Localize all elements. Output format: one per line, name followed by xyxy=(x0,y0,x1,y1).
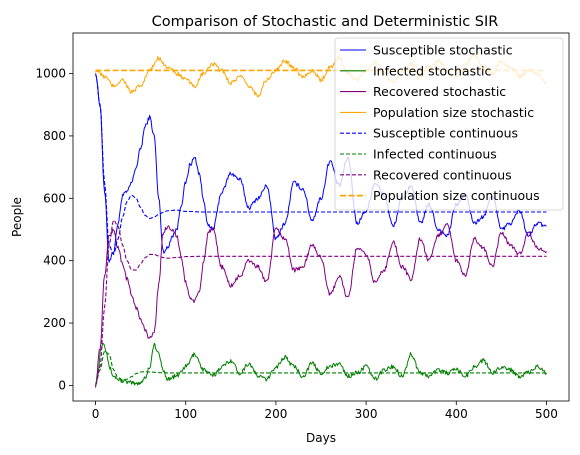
legend-label-infected-stochastic: Infected stochastic xyxy=(373,63,491,78)
x-axis: 0 100 200 300 400 500 xyxy=(92,401,558,421)
y-tick-label: 1000 xyxy=(35,67,66,81)
legend-box xyxy=(334,37,564,211)
x-axis-label: Days xyxy=(306,431,336,445)
series-line-susceptible-stochastic xyxy=(95,75,547,263)
y-tick-label: 800 xyxy=(43,129,66,143)
y-tick-label: 600 xyxy=(43,191,66,205)
legend-label-infected-continuous: Infected continuous xyxy=(373,147,497,162)
y-tick-label: 200 xyxy=(43,316,66,330)
series-line-infected-stochastic xyxy=(95,342,547,387)
legend: Susceptible stochastic Infected stochasti… xyxy=(334,37,564,211)
x-tick-label: 100 xyxy=(174,407,197,421)
legend-label-recovered-stochastic: Recovered stochastic xyxy=(373,84,506,99)
series-line-susceptible-continuous xyxy=(95,73,547,255)
x-tick-label: 200 xyxy=(264,407,287,421)
x-tick-label: 0 xyxy=(92,407,100,421)
series-line-recovered-continuous xyxy=(95,219,547,386)
legend-label-population-size-continuous: Population size continuous xyxy=(373,188,540,203)
x-tick-label: 400 xyxy=(445,407,468,421)
y-axis-label: People xyxy=(10,197,24,237)
plot-frame xyxy=(72,32,570,402)
y-axis: 0 200 400 600 800 1000 xyxy=(35,67,73,392)
series-line-recovered-stochastic xyxy=(95,222,547,388)
series-layer xyxy=(95,52,547,388)
legend-label-population-size-stochastic: Population size stochastic xyxy=(373,105,534,120)
legend-label-susceptible-continuous: Susceptible continuous xyxy=(373,126,518,141)
series-line-infected-continuous xyxy=(95,350,547,385)
y-tick-label: 0 xyxy=(58,378,66,392)
x-tick-label: 300 xyxy=(355,407,378,421)
chart-title: Comparison of Stochastic and Determinist… xyxy=(152,14,499,30)
legend-label-susceptible-stochastic: Susceptible stochastic xyxy=(373,43,513,58)
legend-label-recovered-continuous: Recovered continuous xyxy=(373,167,512,182)
y-tick-label: 400 xyxy=(43,254,66,268)
x-tick-label: 500 xyxy=(535,407,558,421)
